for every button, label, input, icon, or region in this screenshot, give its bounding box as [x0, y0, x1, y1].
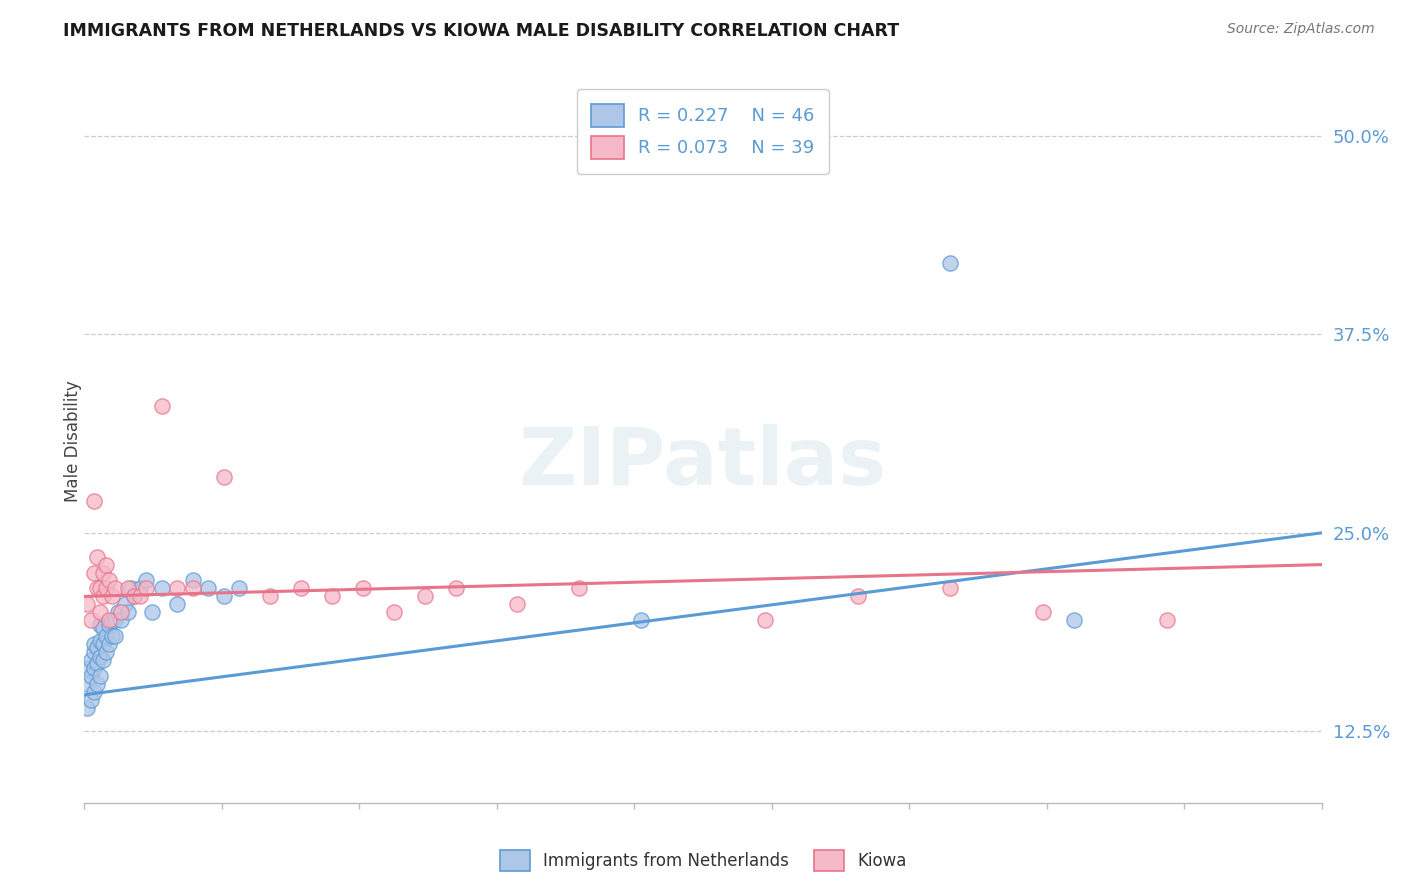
Point	[181, 574, 204, 588]
Point	[79, 613, 101, 627]
Point	[1063, 613, 1085, 627]
Point	[1156, 613, 1178, 627]
Point	[212, 470, 235, 484]
Point	[89, 649, 111, 664]
Point	[122, 590, 145, 604]
Point	[630, 613, 652, 627]
Point	[846, 590, 869, 604]
Point	[89, 582, 111, 596]
Point	[91, 566, 114, 580]
Point	[122, 590, 145, 604]
Point	[83, 661, 105, 675]
Point	[181, 582, 204, 596]
Point	[101, 629, 124, 643]
Point	[94, 645, 117, 659]
Point	[114, 597, 136, 611]
Point	[150, 582, 173, 596]
Point	[89, 618, 111, 632]
Text: Source: ZipAtlas.com: Source: ZipAtlas.com	[1227, 22, 1375, 37]
Point	[76, 676, 98, 690]
Point	[76, 700, 98, 714]
Point	[89, 605, 111, 619]
Point	[135, 574, 157, 588]
Point	[86, 656, 108, 670]
Point	[83, 684, 105, 698]
Point	[91, 653, 114, 667]
Point	[86, 676, 108, 690]
Point	[86, 582, 108, 596]
Point	[197, 582, 219, 596]
Point	[444, 582, 467, 596]
Point	[506, 597, 529, 611]
Point	[91, 621, 114, 635]
Point	[166, 597, 188, 611]
Point	[79, 653, 101, 667]
Point	[86, 640, 108, 655]
Point	[352, 582, 374, 596]
Point	[91, 590, 114, 604]
Point	[259, 590, 281, 604]
Point	[290, 582, 312, 596]
Point	[117, 605, 139, 619]
Point	[129, 582, 152, 596]
Point	[939, 582, 962, 596]
Point	[150, 399, 173, 413]
Point	[98, 618, 121, 632]
Point	[117, 582, 139, 596]
Point	[413, 590, 436, 604]
Point	[83, 494, 105, 508]
Point	[98, 637, 121, 651]
Point	[110, 605, 132, 619]
Point	[89, 633, 111, 648]
Point	[382, 605, 405, 619]
Point	[94, 629, 117, 643]
Point	[321, 590, 343, 604]
Point	[79, 692, 101, 706]
Y-axis label: Male Disability: Male Disability	[65, 381, 82, 502]
Point	[212, 590, 235, 604]
Point	[104, 613, 127, 627]
Point	[94, 582, 117, 596]
Point	[79, 669, 101, 683]
Point	[83, 645, 105, 659]
Point	[91, 637, 114, 651]
Legend: R = 0.227    N = 46, R = 0.073    N = 39: R = 0.227 N = 46, R = 0.073 N = 39	[576, 89, 830, 174]
Point	[939, 256, 962, 270]
Point	[104, 629, 127, 643]
Point	[120, 582, 142, 596]
Point	[98, 574, 121, 588]
Point	[83, 637, 105, 651]
Point	[568, 582, 591, 596]
Point	[1032, 605, 1054, 619]
Point	[104, 582, 127, 596]
Point	[107, 605, 129, 619]
Point	[228, 582, 250, 596]
Point	[86, 549, 108, 564]
Text: IMMIGRANTS FROM NETHERLANDS VS KIOWA MALE DISABILITY CORRELATION CHART: IMMIGRANTS FROM NETHERLANDS VS KIOWA MAL…	[63, 22, 900, 40]
Point	[83, 566, 105, 580]
Text: ZIPatlas: ZIPatlas	[519, 425, 887, 502]
Point	[101, 613, 124, 627]
Point	[98, 613, 121, 627]
Point	[135, 582, 157, 596]
Point	[110, 613, 132, 627]
Point	[754, 613, 776, 627]
Legend: Immigrants from Netherlands, Kiowa: Immigrants from Netherlands, Kiowa	[499, 850, 907, 871]
Point	[76, 661, 98, 675]
Point	[89, 669, 111, 683]
Point	[76, 597, 98, 611]
Point	[101, 590, 124, 604]
Point	[166, 582, 188, 596]
Point	[94, 558, 117, 572]
Point	[141, 605, 163, 619]
Point	[129, 590, 152, 604]
